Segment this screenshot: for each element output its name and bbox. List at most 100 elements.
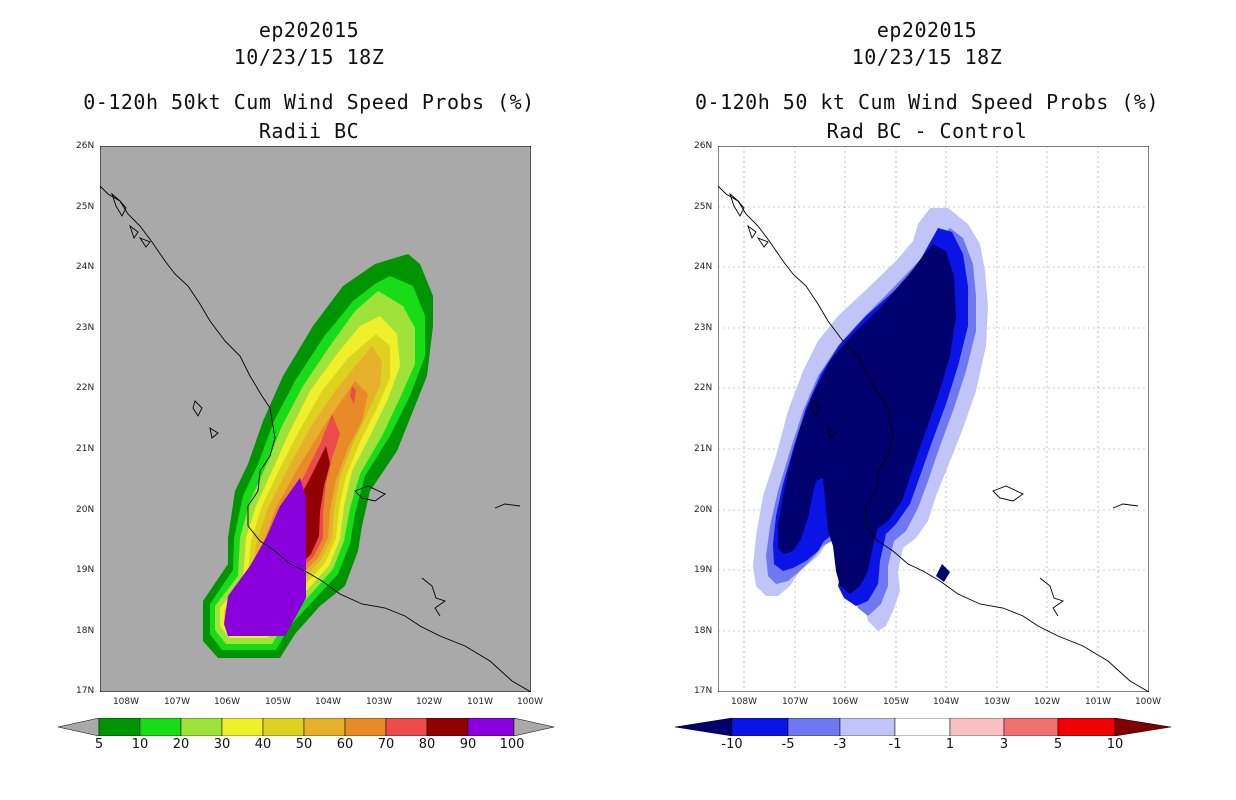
right-colorbar — [675, 718, 1172, 736]
colorbar-swatch — [1057, 718, 1116, 736]
colorbar-under-arrow — [675, 718, 733, 736]
colorbar-label: -10 — [721, 737, 743, 752]
colorbar-swatch — [344, 718, 387, 736]
prob-contour-90 — [224, 478, 306, 636]
colorbar-label: 20 — [172, 737, 190, 752]
lon-label: 105W — [264, 697, 292, 707]
colorbar-label: -1 — [888, 737, 902, 752]
lon-label: 100W — [1134, 697, 1162, 707]
lat-label: 20N — [694, 505, 713, 515]
colorbar-label: -3 — [833, 737, 847, 752]
lat-label: 22N — [694, 383, 713, 393]
island — [1112, 503, 1139, 509]
island — [138, 237, 151, 248]
island — [494, 503, 521, 509]
diff-spot-minus10 — [936, 564, 950, 582]
lake — [992, 485, 1024, 502]
lat-label: 17N — [76, 686, 95, 696]
colorbar-label: 90 — [459, 737, 477, 752]
lat-label: 17N — [694, 686, 713, 696]
right-subtitle: Rad BC - Control — [826, 119, 1028, 143]
right-product-title: 0-120h 50 kt Cum Wind Speed Probs (%) — [694, 90, 1160, 114]
colorbar-swatch — [467, 718, 515, 736]
colorbar-swatch — [1003, 718, 1059, 736]
lon-label: 103W — [983, 697, 1011, 707]
lon-label: 106W — [831, 697, 859, 707]
colorbar-label: -5 — [781, 737, 795, 752]
lon-label: 102W — [1033, 697, 1061, 707]
colorbar-label: 60 — [336, 737, 354, 752]
lon-label: 108W — [730, 697, 758, 707]
right-storm-id: ep202015 — [876, 18, 978, 42]
lat-label: 19N — [694, 565, 713, 575]
island — [1039, 577, 1064, 617]
colorbar-label: 5 — [1053, 737, 1063, 752]
lat-label: 24N — [76, 262, 95, 272]
left-subtitle: Radii BC — [258, 119, 360, 143]
lon-label: 101W — [466, 697, 494, 707]
left-panel: ep202015 10/23/15 18Z 0-120h 50kt Cum Wi… — [58, 18, 555, 752]
island — [421, 577, 446, 617]
lon-label: 104W — [932, 697, 960, 707]
left-datetime: 10/23/15 18Z — [233, 45, 385, 69]
lon-label: 105W — [882, 697, 910, 707]
lon-label: 104W — [314, 697, 342, 707]
lat-label: 23N — [76, 323, 95, 333]
island — [129, 224, 139, 240]
island — [810, 400, 821, 417]
colorbar-swatch — [839, 718, 896, 736]
colorbar-swatch — [385, 718, 428, 736]
colorbar-swatch — [426, 718, 469, 736]
island — [756, 237, 769, 248]
colorbar-swatch — [221, 718, 264, 736]
left-colorbar — [58, 718, 555, 736]
colorbar-label: 10 — [1106, 737, 1124, 752]
colorbar-swatch — [180, 718, 223, 736]
colorbar-label: 10 — [131, 737, 149, 752]
colorbar-swatch — [894, 718, 951, 736]
colorbar-under-arrow — [58, 718, 100, 736]
island — [192, 400, 203, 417]
colorbar-swatch — [303, 718, 346, 736]
right-map — [718, 146, 1149, 692]
island — [827, 427, 837, 439]
left-storm-id: ep202015 — [258, 18, 360, 42]
right-datetime: 10/23/15 18Z — [851, 45, 1003, 69]
lon-label: 103W — [365, 697, 393, 707]
island — [747, 224, 757, 240]
colorbar-label: 30 — [213, 737, 231, 752]
lake — [354, 485, 386, 502]
left-product-title: 0-120h 50kt Cum Wind Speed Probs (%) — [83, 90, 535, 114]
left-map — [100, 146, 531, 692]
prob-spot-70 — [350, 386, 356, 404]
colorbar-over-arrow — [1114, 718, 1172, 736]
right-panel: ep202015 10/23/15 18Z 0-120h 50 kt Cum W… — [618, 0, 1236, 800]
lat-label: 24N — [694, 262, 713, 272]
lat-label: 25N — [694, 202, 713, 212]
lon-label: 108W — [112, 697, 140, 707]
lon-label: 107W — [781, 697, 809, 707]
colorbar-swatch — [949, 718, 1005, 736]
island — [729, 192, 745, 217]
colorbar-label: 80 — [418, 737, 436, 752]
colorbar-label: 100 — [499, 737, 525, 752]
colorbar-label: 40 — [254, 737, 272, 752]
lat-label: 21N — [694, 444, 713, 454]
colorbar-swatch — [98, 718, 141, 736]
lat-label: 19N — [76, 565, 95, 575]
lon-label: 100W — [516, 697, 544, 707]
colorbar-label: 1 — [945, 737, 955, 752]
island — [111, 192, 127, 217]
lat-label: 26N — [694, 141, 713, 151]
island — [209, 427, 219, 439]
coastline — [100, 185, 531, 692]
lon-label: 107W — [163, 697, 191, 707]
lat-label: 18N — [76, 626, 95, 636]
colorbar-swatch — [139, 718, 182, 736]
colorbar-swatch — [731, 718, 789, 736]
lat-label: 23N — [694, 323, 713, 333]
diff-contour-minus10 — [778, 244, 956, 594]
colorbar-label: 70 — [377, 737, 395, 752]
lat-label: 25N — [76, 202, 95, 212]
lat-label: 21N — [76, 444, 95, 454]
